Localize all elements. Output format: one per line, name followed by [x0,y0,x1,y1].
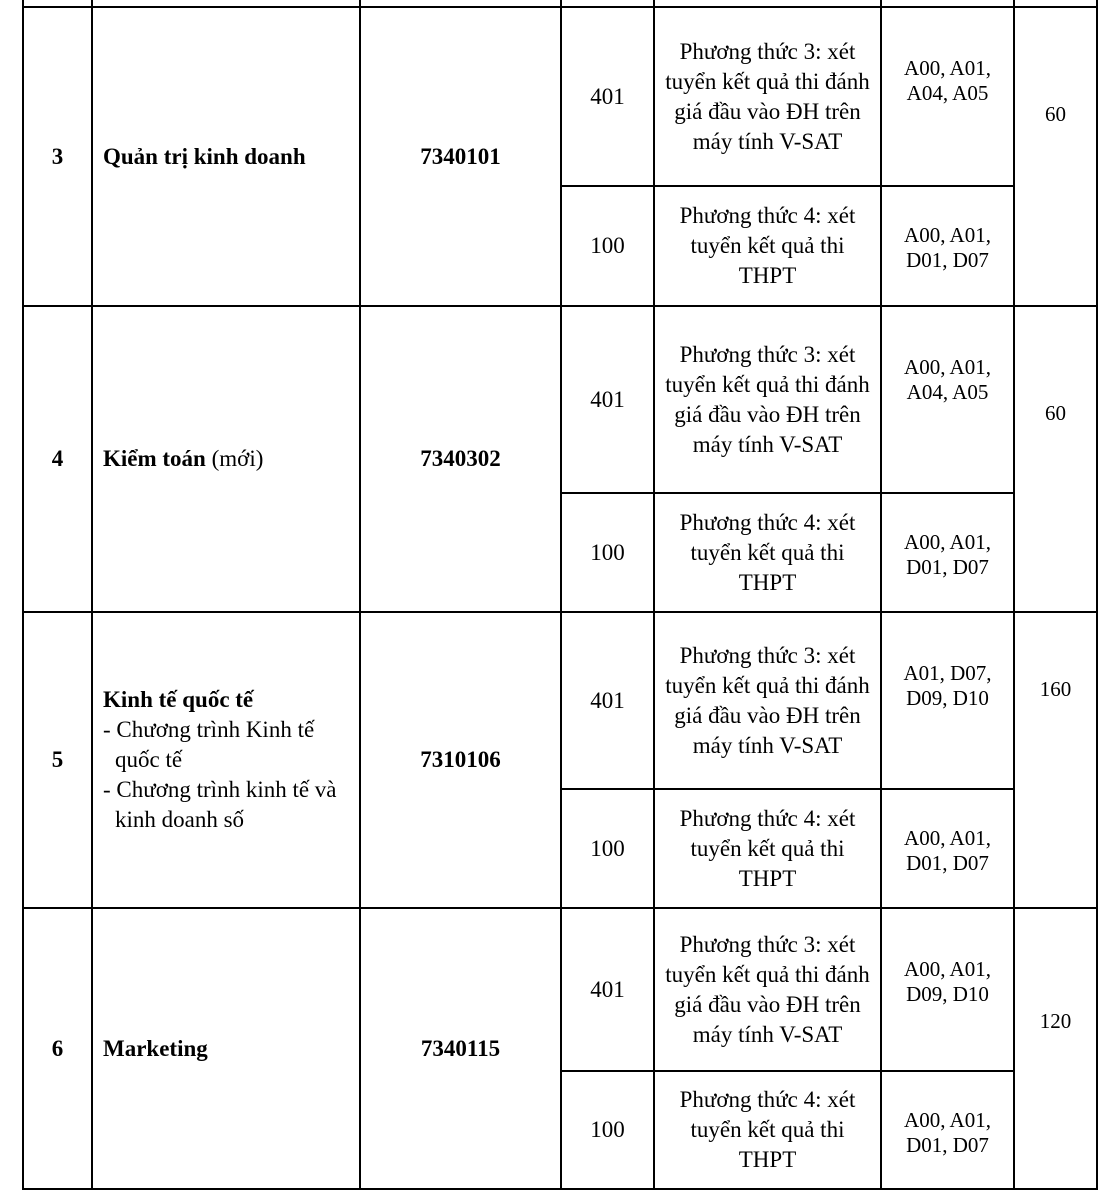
major-name: Kinh tế quốc tế - Chương trình Kinh tế qu… [91,611,361,909]
major-name: Kiểm toán (mới) [91,305,361,613]
admission-method-text: Phương thức 4: xét tuyển kết quả thi THP… [679,509,856,595]
major-name: Marketing [91,907,361,1190]
subject-combinations: A00, A01, D01, D07 [880,492,1015,613]
quota: 120 [1013,907,1098,1190]
admission-method-text: Phương thức 3: xét tuyển kết quả thi đán… [665,642,870,758]
major-code-text: 7340115 [420,1035,501,1061]
subject-combinations: A00, A01, D01, D07 [880,185,1015,307]
row-number-text: 4 [51,446,64,471]
method-code-text: 401 [590,83,625,109]
major-code: 7340115 [359,907,562,1190]
subject-combinations: A00, A01, A04, A05 [880,305,1015,494]
admission-method-text: Phương thức 3: xét tuyển kết quả thi đán… [665,38,870,154]
subject-combinations-text: A00, A01, A04, A05 [904,56,991,105]
major-name: Quản trị kinh doanh [91,6,361,307]
admission-method: Phương thức 4: xét tuyển kết quả thi THP… [653,492,882,613]
major-code: 7310106 [359,611,562,909]
program-item: - Chương trình kinh tế và kinh doanh số [103,777,337,832]
quota-text: 60 [1045,102,1066,126]
subject-combinations-text: A00, A01, D09, D10 [904,957,991,1006]
major-code-text: 7310106 [420,747,501,772]
method-code: 401 [560,305,655,494]
subject-combinations-text: A01, D07, D09, D10 [903,661,992,710]
admission-method: Phương thức 3: xét tuyển kết quả thi đán… [653,305,882,494]
method-code: 401 [560,611,655,790]
admission-method-text: Phương thức 3: xét tuyển kết quả thi đán… [665,341,870,457]
quota-text: 60 [1045,401,1066,425]
admission-method: Phương thức 3: xét tuyển kết quả thi đán… [653,611,882,790]
major-title: Quản trị kinh doanh [103,143,306,169]
major-code-text: 7340302 [420,446,501,471]
admission-method-text: Phương thức 4: xét tuyển kết quả thi THP… [679,203,856,288]
major-code-text: 7340101 [420,143,501,169]
method-code-text: 100 [590,1117,625,1142]
row-number: 4 [22,305,93,613]
program-item: - Chương trình Kinh tế quốc tế [103,717,315,772]
method-code: 100 [560,788,655,909]
quota-text: 160 [1039,677,1072,701]
subject-combinations-text: A00, A01, D01, D07 [904,530,991,579]
subject-combinations-text: A00, A01, D01, D07 [904,223,991,272]
quota-text: 120 [1039,1009,1072,1033]
subject-combinations-text: A00, A01, D01, D07 [904,1108,991,1157]
row-number: 5 [22,611,93,909]
row-number: 3 [22,6,93,307]
admission-method-text: Phương thức 3: xét tuyển kết quả thi đán… [665,931,870,1047]
method-code: 401 [560,907,655,1072]
subject-combinations: A00, A01, D01, D07 [880,1070,1015,1190]
subject-combinations-text: A00, A01, D01, D07 [904,826,991,875]
method-code-text: 401 [590,976,625,1002]
method-code-text: 401 [590,386,625,412]
method-code: 100 [560,185,655,307]
admission-method: Phương thức 4: xét tuyển kết quả thi THP… [653,1070,882,1190]
admission-method-text: Phương thức 4: xét tuyển kết quả thi THP… [679,805,856,891]
admission-method: Phương thức 4: xét tuyển kết quả thi THP… [653,185,882,307]
method-code-text: 401 [590,687,625,713]
method-code: 401 [560,6,655,187]
major-title: Kinh tế quốc tế [103,687,254,712]
major-title: Marketing [103,1035,208,1061]
admission-method: Phương thức 3: xét tuyển kết quả thi đán… [653,6,882,187]
subject-combinations: A01, D07, D09, D10 [880,611,1015,790]
row-number: 6 [22,907,93,1190]
subject-combinations: A00, A01, D01, D07 [880,788,1015,909]
quota: 60 [1013,6,1098,307]
admission-method: Phương thức 4: xét tuyển kết quả thi THP… [653,788,882,909]
admission-method-text: Phương thức 4: xét tuyển kết quả thi THP… [679,1087,856,1172]
row-number-text: 6 [51,1035,64,1061]
method-code-text: 100 [590,539,625,565]
method-code: 100 [560,1070,655,1190]
method-code: 100 [560,492,655,613]
row-number-text: 5 [51,747,64,772]
major-note: (mới) [205,446,264,471]
major-title: Kiểm toán [103,446,206,471]
method-code-text: 100 [590,233,625,258]
subject-combinations-text: A00, A01, A04, A05 [904,355,991,404]
method-code-text: 100 [590,835,625,861]
quota: 60 [1013,305,1098,613]
admission-method: Phương thức 3: xét tuyển kết quả thi đán… [653,907,882,1072]
major-code: 7340101 [359,6,562,307]
subject-combinations: A00, A01, A04, A05 [880,6,1015,187]
subject-combinations: A00, A01, D09, D10 [880,907,1015,1072]
quota: 160 [1013,611,1098,909]
major-code: 7340302 [359,305,562,613]
row-number-text: 3 [51,143,64,169]
